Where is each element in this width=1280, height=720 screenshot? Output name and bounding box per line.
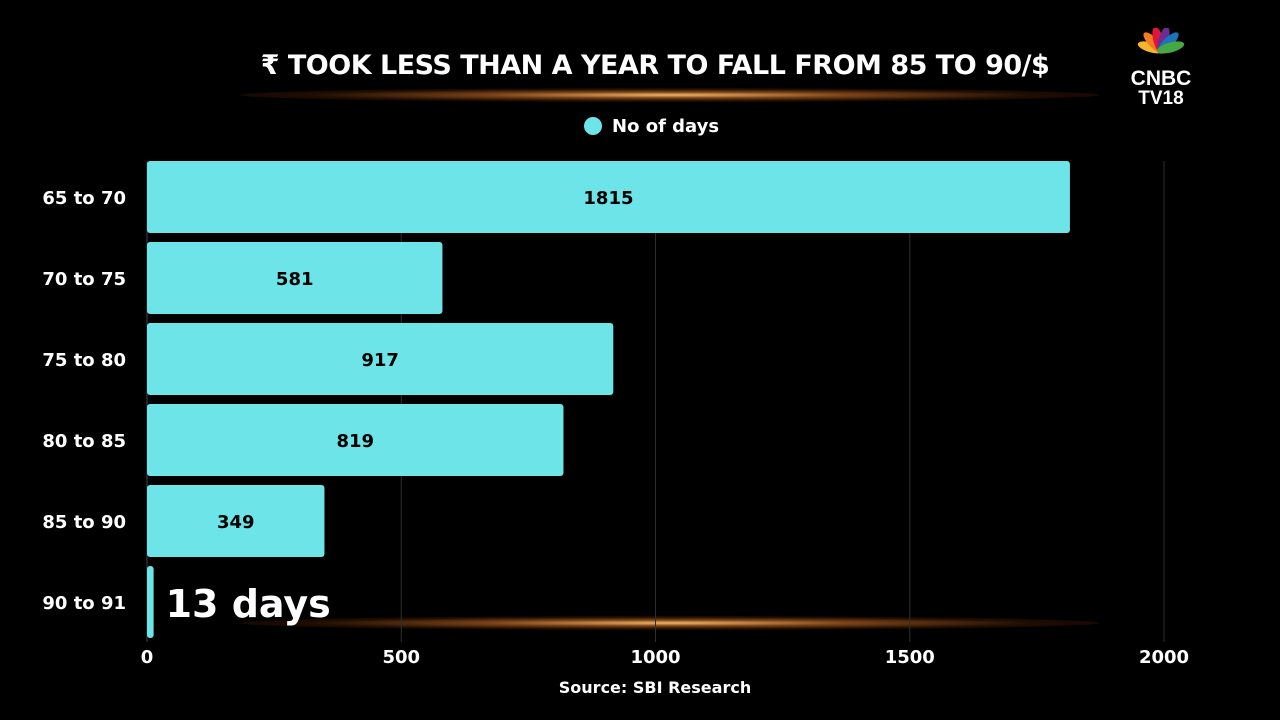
source-note: Source: SBI Research bbox=[558, 678, 752, 697]
bar bbox=[147, 161, 1070, 233]
category-label: 65 to 70 bbox=[42, 188, 126, 209]
logo-text-cnbc: CNBC bbox=[1131, 67, 1192, 90]
bar bbox=[147, 485, 325, 557]
x-tick-label: 500 bbox=[382, 647, 420, 668]
legend-label: No of days bbox=[612, 115, 720, 137]
category-label: 85 to 90 bbox=[42, 512, 126, 533]
x-tick-label: 0 bbox=[141, 647, 154, 668]
x-tick-label: 1500 bbox=[885, 647, 935, 668]
bar bbox=[147, 404, 564, 476]
category-label: 90 to 91 bbox=[42, 593, 126, 614]
title-glow bbox=[240, 88, 1100, 102]
value-label: 581 bbox=[276, 269, 314, 290]
legend-swatch bbox=[584, 117, 602, 135]
bar bbox=[147, 323, 614, 395]
logo-text-tv18: TV18 bbox=[1138, 88, 1183, 106]
chart-title: ₹ TOOK LESS THAN A YEAR TO FALL FROM 85 … bbox=[260, 50, 1050, 81]
value-label: 13 days bbox=[166, 582, 331, 626]
value-label: 349 bbox=[217, 512, 255, 533]
axis-glow bbox=[240, 616, 1100, 630]
gridlines bbox=[146, 161, 1165, 642]
value-label: 1815 bbox=[583, 188, 633, 209]
category-label: 80 to 85 bbox=[42, 431, 126, 452]
category-labels: 65 to 70 70 to 75 75 to 80 80 to 85 85 to 90… bbox=[42, 188, 126, 614]
category-label: 75 to 80 bbox=[42, 350, 126, 371]
x-tick-label: 1000 bbox=[630, 647, 680, 668]
bar bbox=[147, 242, 443, 314]
category-label: 70 to 75 bbox=[42, 269, 126, 290]
value-label: 917 bbox=[361, 350, 399, 371]
x-tick-labels: 0 500 1000 1500 2000 bbox=[141, 647, 1189, 668]
bar bbox=[147, 566, 154, 638]
legend: No of days bbox=[584, 114, 719, 138]
value-label: 819 bbox=[336, 431, 374, 452]
cnbc-tv18-logo: CNBC TV18 bbox=[1131, 28, 1192, 106]
bars bbox=[147, 161, 1070, 638]
value-labels: 1815 581 917 819 349 13 days bbox=[166, 188, 634, 626]
x-tick-label: 2000 bbox=[1139, 647, 1189, 668]
